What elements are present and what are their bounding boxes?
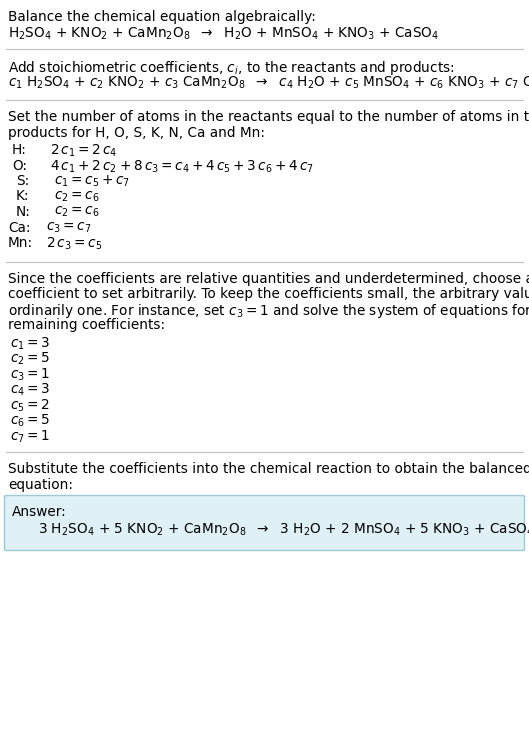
Text: $c_4 = 3$: $c_4 = 3$ bbox=[10, 382, 50, 398]
Text: ordinarily one. For instance, set $c_3 = 1$ and solve the system of equations fo: ordinarily one. For instance, set $c_3 =… bbox=[8, 303, 529, 320]
Text: equation:: equation: bbox=[8, 477, 73, 492]
Text: coefficient to set arbitrarily. To keep the coefficients small, the arbitrary va: coefficient to set arbitrarily. To keep … bbox=[8, 287, 529, 301]
Text: O:: O: bbox=[12, 158, 27, 173]
Text: H:: H: bbox=[12, 143, 27, 157]
Text: $c_5 = 2$: $c_5 = 2$ bbox=[10, 397, 50, 414]
Text: 3 H$_2$SO$_4$ + 5 KNO$_2$ + CaMn$_2$O$_8$  $\rightarrow$  3 H$_2$O + 2 MnSO$_4$ : 3 H$_2$SO$_4$ + 5 KNO$_2$ + CaMn$_2$O$_8… bbox=[38, 521, 529, 538]
Text: $c_2 = 5$: $c_2 = 5$ bbox=[10, 351, 50, 368]
Text: $c_1 = c_5 + c_7$: $c_1 = c_5 + c_7$ bbox=[54, 174, 130, 190]
Text: $4\,c_1 + 2\,c_2 + 8\,c_3 = c_4 + 4\,c_5 + 3\,c_6 + 4\,c_7$: $4\,c_1 + 2\,c_2 + 8\,c_3 = c_4 + 4\,c_5… bbox=[50, 158, 314, 175]
Text: H$_2$SO$_4$ + KNO$_2$ + CaMn$_2$O$_8$  $\rightarrow$  H$_2$O + MnSO$_4$ + KNO$_3: H$_2$SO$_4$ + KNO$_2$ + CaMn$_2$O$_8$ $\… bbox=[8, 25, 439, 42]
Text: $c_3 = c_7$: $c_3 = c_7$ bbox=[46, 220, 92, 235]
Text: $c_7 = 1$: $c_7 = 1$ bbox=[10, 429, 50, 445]
FancyBboxPatch shape bbox=[5, 495, 524, 551]
Text: Answer:: Answer: bbox=[12, 505, 67, 519]
Text: $c_2 = c_6$: $c_2 = c_6$ bbox=[54, 205, 99, 220]
Text: $c_1 = 3$: $c_1 = 3$ bbox=[10, 335, 50, 352]
Text: Add stoichiometric coefficients, $c_i$, to the reactants and products:: Add stoichiometric coefficients, $c_i$, … bbox=[8, 59, 454, 77]
Text: Ca:: Ca: bbox=[8, 220, 31, 235]
Text: S:: S: bbox=[16, 174, 29, 188]
Text: $2\,c_3 = c_5$: $2\,c_3 = c_5$ bbox=[46, 236, 102, 252]
Text: N:: N: bbox=[16, 205, 31, 219]
Text: Set the number of atoms in the reactants equal to the number of atoms in the: Set the number of atoms in the reactants… bbox=[8, 110, 529, 124]
Text: Mn:: Mn: bbox=[8, 236, 33, 250]
Text: $c_3 = 1$: $c_3 = 1$ bbox=[10, 367, 50, 383]
Text: $c_1$ H$_2$SO$_4$ + $c_2$ KNO$_2$ + $c_3$ CaMn$_2$O$_8$  $\rightarrow$  $c_4$ H$: $c_1$ H$_2$SO$_4$ + $c_2$ KNO$_2$ + $c_3… bbox=[8, 75, 529, 91]
Text: Balance the chemical equation algebraically:: Balance the chemical equation algebraica… bbox=[8, 10, 316, 24]
Text: $c_6 = 5$: $c_6 = 5$ bbox=[10, 413, 50, 430]
Text: remaining coefficients:: remaining coefficients: bbox=[8, 318, 165, 332]
Text: Substitute the coefficients into the chemical reaction to obtain the balanced: Substitute the coefficients into the che… bbox=[8, 462, 529, 476]
Text: products for H, O, S, K, N, Ca and Mn:: products for H, O, S, K, N, Ca and Mn: bbox=[8, 125, 265, 140]
Text: $c_2 = c_6$: $c_2 = c_6$ bbox=[54, 190, 99, 204]
Text: $2\,c_1 = 2\,c_4$: $2\,c_1 = 2\,c_4$ bbox=[50, 143, 117, 159]
Text: K:: K: bbox=[16, 190, 30, 203]
Text: Since the coefficients are relative quantities and underdetermined, choose a: Since the coefficients are relative quan… bbox=[8, 271, 529, 285]
